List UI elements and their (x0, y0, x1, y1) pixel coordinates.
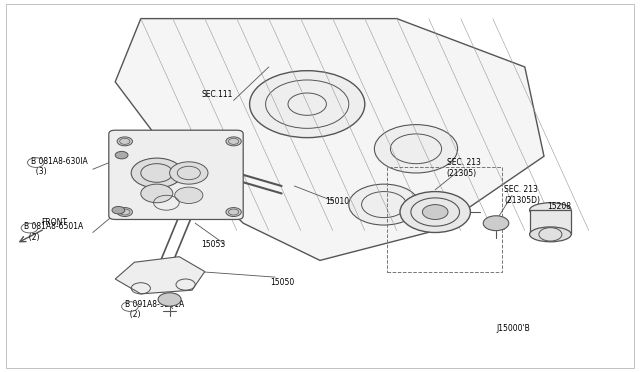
FancyBboxPatch shape (109, 130, 243, 219)
Text: 15010: 15010 (325, 197, 349, 206)
Circle shape (400, 192, 470, 232)
Polygon shape (115, 257, 205, 294)
Text: 15208: 15208 (547, 202, 572, 211)
Circle shape (112, 206, 125, 214)
Text: 15053: 15053 (202, 240, 226, 249)
Text: SEC.111: SEC.111 (202, 90, 233, 99)
Text: 15050: 15050 (270, 278, 294, 287)
Text: SEC. 213
(21305D): SEC. 213 (21305D) (504, 185, 540, 205)
Circle shape (131, 158, 182, 188)
Circle shape (226, 208, 241, 217)
Bar (530, 210, 572, 234)
Circle shape (374, 125, 458, 173)
Circle shape (422, 205, 448, 219)
Ellipse shape (530, 227, 571, 242)
Text: SEC. 213
(21305): SEC. 213 (21305) (447, 158, 481, 178)
Text: FRONT: FRONT (42, 218, 68, 227)
Text: B 081A8-630lA
  (3): B 081A8-630lA (3) (31, 157, 88, 176)
Circle shape (175, 187, 203, 203)
Ellipse shape (530, 203, 571, 218)
Circle shape (141, 184, 173, 203)
Text: B 081A8-6501A
  (2): B 081A8-6501A (2) (24, 222, 84, 242)
Text: J15000'B: J15000'B (496, 324, 530, 333)
Circle shape (115, 151, 128, 159)
Circle shape (226, 137, 241, 146)
Circle shape (170, 162, 208, 184)
Circle shape (117, 137, 132, 146)
Text: B 091A8-9201A
  (2): B 091A8-9201A (2) (125, 300, 184, 319)
Polygon shape (115, 19, 544, 260)
Circle shape (349, 184, 419, 225)
Circle shape (250, 71, 365, 138)
Circle shape (117, 208, 132, 217)
Circle shape (483, 216, 509, 231)
Circle shape (158, 293, 181, 306)
